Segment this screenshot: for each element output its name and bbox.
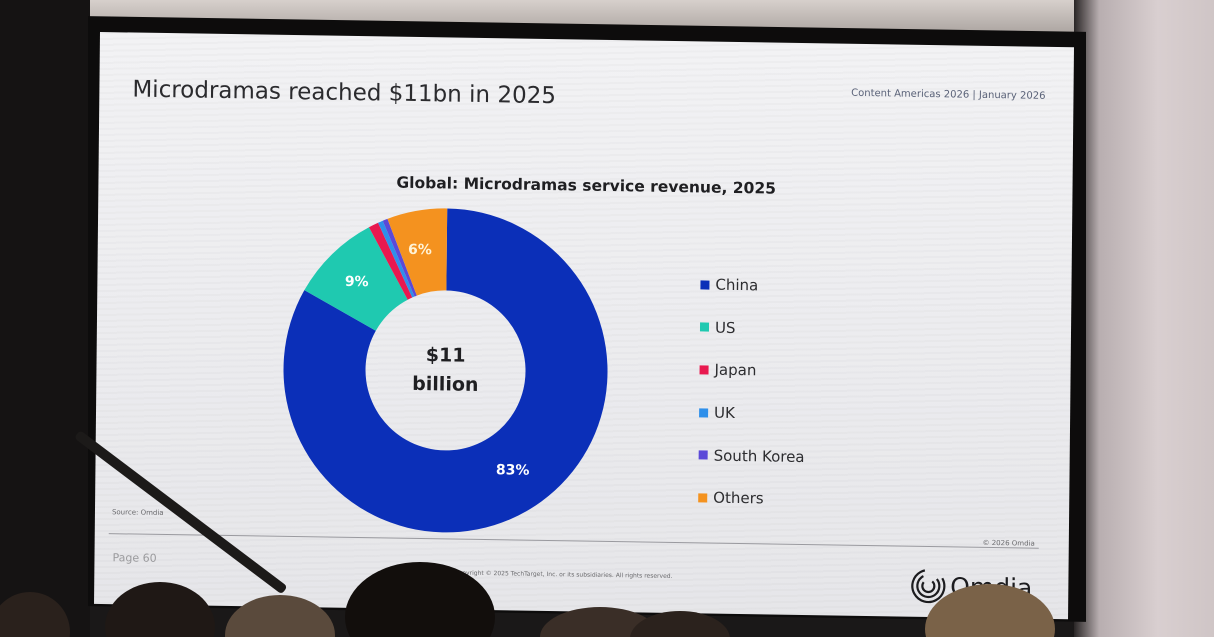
omdia-logo: Omdia	[910, 568, 1033, 606]
omdia-rings-icon	[911, 568, 946, 604]
logo-text: Omdia	[950, 571, 1033, 603]
center-unit: billion	[412, 372, 479, 396]
room-background-left	[0, 0, 90, 637]
legend-item-south-korea: South Korea	[698, 434, 805, 478]
donut-slice-us	[304, 227, 408, 331]
legend-swatch-icon	[699, 322, 710, 332]
copyright-techtarget: Copyright © 2025 TechTarget, Inc. or its…	[454, 569, 673, 580]
event-label: Content Americas 2026 | January 2026	[851, 87, 1046, 102]
chart-legend: China US Japan UK South Korea Others	[698, 263, 807, 520]
slice-label-china: 83%	[495, 462, 530, 480]
legend-swatch-icon	[698, 450, 708, 460]
presentation-slide: Microdramas reached $11bn in 2025 Conten…	[94, 32, 1074, 620]
room-wall-right	[1074, 0, 1214, 637]
source-note: Source: Omdia	[111, 508, 164, 517]
legend-item-japan: Japan	[699, 349, 805, 393]
donut-slice-uk	[378, 220, 415, 298]
chart-title: Global: Microdramas service revenue, 202…	[396, 173, 777, 198]
legend-item-us: US	[699, 306, 806, 350]
donut-chart	[281, 205, 610, 536]
center-amount: $11	[425, 344, 466, 367]
donut-slice-japan	[368, 222, 413, 300]
legend-item-others: Others	[698, 476, 804, 520]
donut-slice-others	[387, 208, 448, 296]
slice-label-others: 6%	[407, 241, 432, 259]
slice-label-us: 9%	[344, 274, 369, 291]
legend-swatch-icon	[699, 365, 709, 375]
donut-slice-china	[283, 208, 608, 533]
legend-swatch-icon	[698, 493, 708, 503]
legend-item-uk: UK	[699, 391, 805, 435]
legend-item-china: China	[700, 263, 806, 307]
donut-slice-south-korea	[382, 218, 417, 297]
slide-title: Microdramas reached $11bn in 2025	[132, 76, 557, 110]
legend-swatch-icon	[700, 280, 710, 290]
page-number: Page 60	[112, 551, 157, 565]
donut-center-label: $11 billion	[281, 205, 610, 536]
donut-chart-graphic	[283, 208, 608, 533]
legend-swatch-icon	[699, 407, 709, 418]
